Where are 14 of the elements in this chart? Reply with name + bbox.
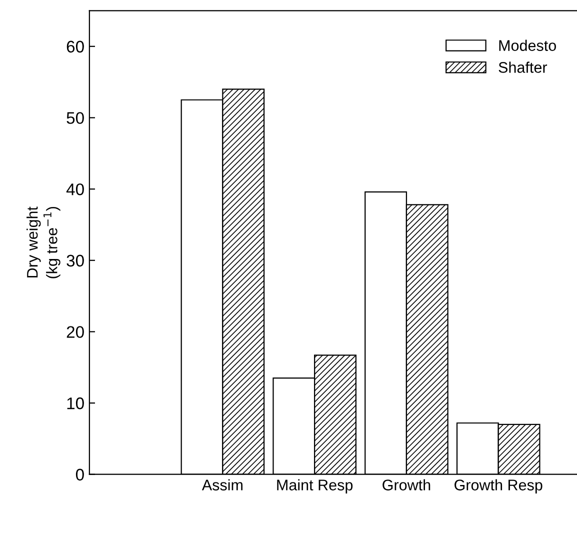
y-tick-label: 40	[66, 183, 84, 196]
y-axis-title: Dry weight (kg tree$^{−1}$)	[26, 206, 60, 278]
x-tick-label: Growth Resp	[454, 479, 542, 494]
x-tick-label: Growth	[382, 479, 430, 490]
legend-label: Shafter	[498, 62, 548, 73]
x-tick-label: Assim	[202, 479, 242, 490]
y-tick-label: 60	[66, 40, 84, 53]
y-tick-label: 20	[66, 326, 84, 338]
y-tick-label: 30	[66, 254, 84, 267]
x-tick-label: Maint Resp	[277, 479, 353, 494]
y-tick-label: 10	[67, 397, 84, 410]
legend-label: Modesto	[499, 40, 556, 51]
y-tick-label: 50	[66, 112, 84, 124]
y-tick-label: 0	[76, 468, 84, 481]
